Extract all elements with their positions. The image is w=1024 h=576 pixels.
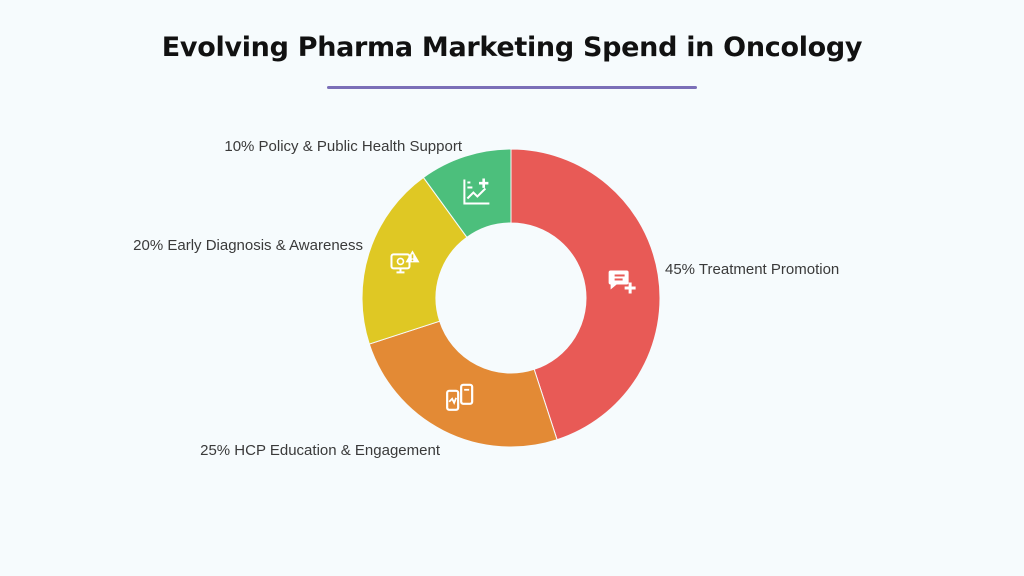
slice-label: 20% Early Diagnosis & Awareness [133,237,363,254]
donut-slice-policy-public-health-support [422,148,512,239]
chart-title: Evolving Pharma Marketing Spend in Oncol… [161,32,863,63]
slice-label: 25% HCP Education & Engagement [200,442,441,459]
devices-chart-icon [446,383,474,411]
donut-slice-treatment-promotion [510,148,661,441]
slice-label: 10% Policy & Public Health Support [224,138,462,155]
chart-plus-icon [463,178,490,205]
chat-plus-icon [608,270,636,294]
title-underline [327,86,697,89]
slice-label: 45% Treatment Promotion [665,261,839,278]
monitor-alert-icon [390,250,420,274]
